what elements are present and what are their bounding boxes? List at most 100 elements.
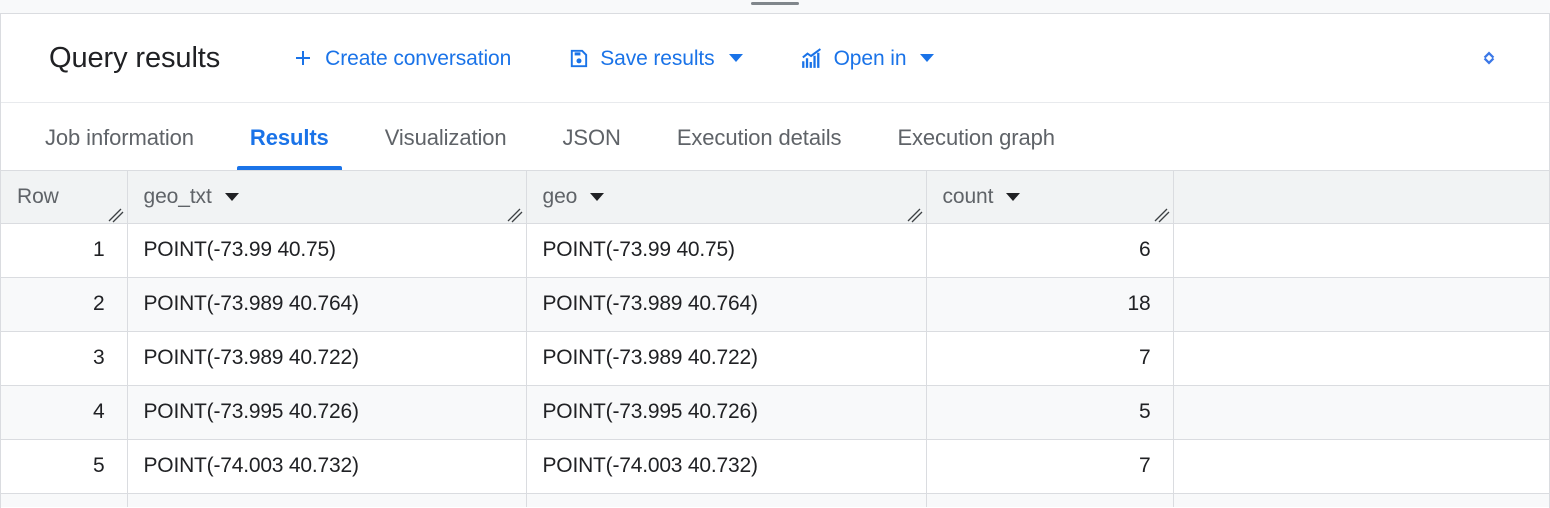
- panel-resize-handle[interactable]: [751, 2, 799, 5]
- count-value: 18: [1127, 292, 1151, 315]
- chevron-down-icon: [920, 54, 935, 62]
- results-tabs: Job information Results Visualization JS…: [1, 103, 1549, 171]
- chevron-down-icon[interactable]: [590, 192, 605, 201]
- geo-txt-value: POINT(-74.003 40.732): [143, 454, 359, 477]
- results-panel-body: Query results Create conversation: [0, 14, 1550, 508]
- chart-icon: [799, 46, 824, 71]
- cell-geo: POINT(-74.003 40.732): [526, 439, 927, 494]
- column-header-filler: [1173, 171, 1549, 224]
- cell-row-number: 2: [1, 277, 128, 332]
- row-number-value: 2: [93, 292, 105, 315]
- save-icon: [567, 47, 590, 70]
- cell-row-number: 1: [1, 223, 128, 278]
- results-toolbar: Create conversation Save results: [277, 38, 948, 79]
- column-header-row-label: Row: [17, 184, 59, 208]
- tab-visualization[interactable]: Visualization: [385, 125, 507, 170]
- column-header-geo-txt[interactable]: geo_txt: [127, 171, 527, 224]
- cell-count: 7: [926, 439, 1174, 494]
- tab-job-information[interactable]: Job information: [45, 125, 194, 170]
- cell-count: 6: [926, 223, 1174, 278]
- column-resize-grip[interactable]: [507, 205, 523, 222]
- cell-filler: [1173, 493, 1549, 507]
- cell-geo: POINT(-73.995 40.726): [526, 385, 927, 440]
- tab-results[interactable]: Results: [236, 125, 342, 170]
- geo-value: POINT(-73.989 40.764): [542, 292, 758, 315]
- cell-count: [926, 493, 1174, 507]
- cell-filler: [1173, 439, 1549, 494]
- geo-value: POINT(-73.99 40.75): [542, 238, 735, 261]
- tab-json[interactable]: JSON: [563, 125, 621, 170]
- create-conversation-button[interactable]: Create conversation: [277, 38, 525, 78]
- cell-row-number: 3: [1, 331, 128, 386]
- cell-filler: [1173, 277, 1549, 332]
- geo-value: POINT(-73.989 40.722): [542, 346, 758, 369]
- cell-geo: POINT(-73.989 40.722): [526, 331, 927, 386]
- results-header: Query results Create conversation: [1, 14, 1549, 103]
- cell-geo-txt: POINT(-73.989 40.722): [127, 331, 527, 386]
- cell-count: 5: [926, 385, 1174, 440]
- row-number-value: 4: [93, 400, 105, 423]
- table-row[interactable]: 2 POINT(-73.989 40.764) POINT(-73.989 40…: [1, 277, 1549, 332]
- geo-value: POINT(-74.003 40.732): [542, 454, 758, 477]
- results-table-body: 1 POINT(-73.99 40.75) POINT(-73.99 40.75…: [1, 223, 1549, 507]
- column-resize-grip[interactable]: [108, 205, 124, 222]
- geo-txt-value: POINT(-73.99 40.75): [143, 238, 336, 261]
- column-header-geo-txt-label: geo_txt: [143, 184, 212, 208]
- table-row[interactable]: 1 POINT(-73.99 40.75) POINT(-73.99 40.75…: [1, 223, 1549, 278]
- save-results-label: Save results: [600, 46, 715, 70]
- create-conversation-label: Create conversation: [325, 46, 512, 70]
- column-resize-grip[interactable]: [907, 205, 923, 222]
- save-results-button[interactable]: Save results: [553, 39, 756, 78]
- cell-geo: [526, 493, 927, 507]
- column-header-geo[interactable]: geo: [526, 171, 927, 224]
- row-number-value: 1: [93, 238, 105, 261]
- cell-geo-txt: POINT(-73.995 40.726): [127, 385, 527, 440]
- open-in-label: Open in: [833, 46, 907, 70]
- chevron-down-icon[interactable]: [224, 192, 239, 201]
- cell-geo-txt: POINT(-74.003 40.732): [127, 439, 527, 494]
- page-title: Query results: [49, 41, 221, 74]
- count-value: 7: [1139, 454, 1151, 477]
- column-resize-grip[interactable]: [1154, 205, 1170, 222]
- table-row[interactable]: [1, 493, 1549, 507]
- geo-value: POINT(-73.995 40.726): [542, 400, 758, 423]
- tab-execution-graph[interactable]: Execution graph: [897, 125, 1055, 170]
- cell-geo: POINT(-73.989 40.764): [526, 277, 927, 332]
- table-row[interactable]: 5 POINT(-74.003 40.732) POINT(-74.003 40…: [1, 439, 1549, 494]
- expand-collapse-icon: [1474, 43, 1504, 73]
- table-row[interactable]: 4 POINT(-73.995 40.726) POINT(-73.995 40…: [1, 385, 1549, 440]
- cell-row-number: 4: [1, 385, 128, 440]
- panel-top-strip: [0, 0, 1550, 14]
- cell-geo: POINT(-73.99 40.75): [526, 223, 927, 278]
- cell-geo-txt: [127, 493, 527, 507]
- column-header-row[interactable]: Row: [1, 171, 128, 224]
- column-header-count-label: count: [942, 184, 994, 208]
- count-value: 7: [1139, 346, 1151, 369]
- chevron-down-icon: [728, 54, 743, 62]
- expand-collapse-button[interactable]: [1467, 36, 1511, 80]
- cell-filler: [1173, 385, 1549, 440]
- count-value: 6: [1139, 238, 1151, 261]
- table-header-row: Row geo_txt: [1, 171, 1549, 224]
- cell-count: 7: [926, 331, 1174, 386]
- geo-txt-value: POINT(-73.989 40.722): [143, 346, 359, 369]
- cell-geo-txt: POINT(-73.989 40.764): [127, 277, 527, 332]
- table-row[interactable]: 3 POINT(-73.989 40.722) POINT(-73.989 40…: [1, 331, 1549, 386]
- cell-geo-txt: POINT(-73.99 40.75): [127, 223, 527, 278]
- geo-txt-value: POINT(-73.995 40.726): [143, 400, 359, 423]
- column-header-geo-label: geo: [542, 184, 578, 208]
- plus-icon: [291, 46, 315, 70]
- cell-count: 18: [926, 277, 1174, 332]
- cell-row-number: [1, 493, 128, 507]
- count-value: 5: [1139, 400, 1151, 423]
- cell-filler: [1173, 331, 1549, 386]
- open-in-button[interactable]: Open in: [785, 38, 949, 79]
- geo-txt-value: POINT(-73.989 40.764): [143, 292, 359, 315]
- row-number-value: 3: [93, 346, 105, 369]
- results-table-container[interactable]: Row geo_txt: [1, 171, 1549, 507]
- cell-filler: [1173, 223, 1549, 278]
- chevron-down-icon[interactable]: [1006, 192, 1021, 201]
- tab-execution-details[interactable]: Execution details: [677, 125, 842, 170]
- column-header-count[interactable]: count: [926, 171, 1174, 224]
